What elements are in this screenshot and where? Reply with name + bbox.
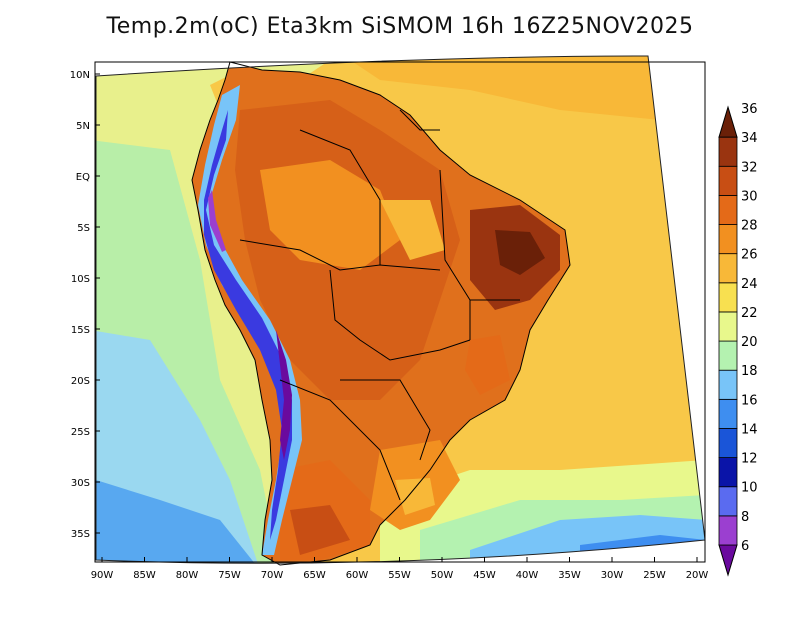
- lat-tick-label: 35S: [71, 529, 90, 540]
- colorbar-swatch: [718, 282, 738, 313]
- colorbar-label: 10: [741, 481, 758, 496]
- amazon-mild-zone: [380, 200, 445, 260]
- colorbar-label: 16: [741, 393, 758, 408]
- longitude-axis: 90W 85W 80W 75W 70W 65W 60W 55W 50W 45W 40W 35W 30W 2…: [91, 557, 709, 581]
- northeast-hottest-core: [495, 230, 545, 275]
- colorbar-top-arrow: [718, 105, 738, 138]
- lon-tick-label: 65W: [303, 570, 326, 581]
- lon-tick-label: 90W: [91, 570, 114, 581]
- chart-title: Temp.2m(oC) Eta3km SiSMOM 16h 16Z25NOV20…: [106, 14, 694, 39]
- colorbar-swatch: [718, 428, 738, 459]
- colorbar-label: 12: [741, 452, 758, 467]
- border-amazon: [239, 239, 441, 271]
- lon-tick-label: 75W: [218, 570, 241, 581]
- colorbar-swatch: [718, 340, 738, 371]
- andes-core-cold: [204, 110, 292, 540]
- border-bolivia: [329, 269, 471, 361]
- colorbar-label: 14: [741, 422, 758, 437]
- lon-tick-label: 25W: [643, 570, 666, 581]
- colorbar-label: 30: [741, 189, 758, 204]
- colorbar-bottom-arrow: [718, 544, 738, 577]
- border-paraguay: [340, 379, 431, 461]
- lat-tick-label: 5N: [76, 121, 90, 132]
- colorbar-label: 24: [741, 277, 758, 292]
- border-guianas: [399, 109, 440, 131]
- lat-tick-label: 25S: [71, 427, 90, 438]
- colorbar-swatch: [718, 194, 738, 225]
- lon-tick-label: 20W: [686, 570, 709, 581]
- colorbar-label: 34: [741, 131, 758, 146]
- lon-tick-label: 80W: [176, 570, 199, 581]
- colorbar-label: 20: [741, 335, 758, 350]
- colorbar: 6 8 10 12 14 16 18 20 22 24 26 28 30 32 34 36: [718, 102, 758, 577]
- colorbar-label: 22: [741, 306, 758, 321]
- temperature-field: [96, 56, 705, 564]
- colorbar-label: 26: [741, 248, 758, 263]
- border-northeast: [439, 169, 471, 340]
- patagonia-hot-zone: [290, 505, 350, 555]
- colorbar-swatch: [718, 311, 738, 342]
- lon-tick-label: 35W: [558, 570, 581, 581]
- latitude-axis: 10N 5N EQ 5S 10S 15S 20S 25S 30S 35S: [70, 70, 100, 540]
- andes-peak-cold: [276, 330, 292, 460]
- colorbar-swatch: [718, 224, 738, 255]
- country-borders: [191, 61, 571, 566]
- lat-tick-label: 10N: [70, 70, 90, 81]
- lat-tick-label: 15S: [71, 325, 90, 336]
- lon-tick-label: 60W: [346, 570, 369, 581]
- border-argentina: [279, 379, 401, 501]
- lat-tick-label: EQ: [76, 172, 90, 183]
- colorbar-swatch: [718, 457, 738, 488]
- coastline: [191, 61, 571, 566]
- lon-tick-label: 30W: [601, 570, 624, 581]
- colorbar-swatch: [718, 369, 738, 400]
- colorbar-swatch: [718, 486, 738, 517]
- lon-tick-label: 85W: [133, 570, 156, 581]
- north-atlantic-zone: [350, 56, 660, 120]
- lon-tick-label: 50W: [431, 570, 454, 581]
- lon-tick-label: 70W: [261, 570, 284, 581]
- colorbar-swatch: [718, 165, 738, 196]
- lat-tick-label: 20S: [71, 376, 90, 387]
- colorbar-label: 28: [741, 219, 758, 234]
- border-venezuela: [299, 129, 381, 265]
- colorbar-swatch: [718, 136, 738, 167]
- colorbar-label: 36: [741, 102, 758, 117]
- lat-tick-label: 30S: [71, 478, 90, 489]
- colorbar-label: 32: [741, 160, 758, 175]
- colorbar-label: 6: [741, 539, 749, 554]
- lat-tick-label: 10S: [71, 274, 90, 285]
- pacific-cold-zone: [96, 480, 260, 564]
- lat-tick-label: 5S: [77, 223, 90, 234]
- lon-tick-label: 55W: [388, 570, 411, 581]
- andes-peak-cold-north: [208, 190, 226, 252]
- colorbar-swatch: [718, 398, 738, 429]
- colorbar-label: 8: [741, 510, 749, 525]
- colorbar-label: 18: [741, 364, 758, 379]
- uruguay-zone: [395, 478, 435, 515]
- colorbar-swatch: [718, 515, 738, 546]
- highlands-zone: [465, 335, 510, 395]
- lon-tick-label: 45W: [473, 570, 496, 581]
- colorbar-swatch: [718, 253, 738, 284]
- lon-tick-label: 40W: [516, 570, 539, 581]
- amazon-moderate-zone: [260, 160, 400, 270]
